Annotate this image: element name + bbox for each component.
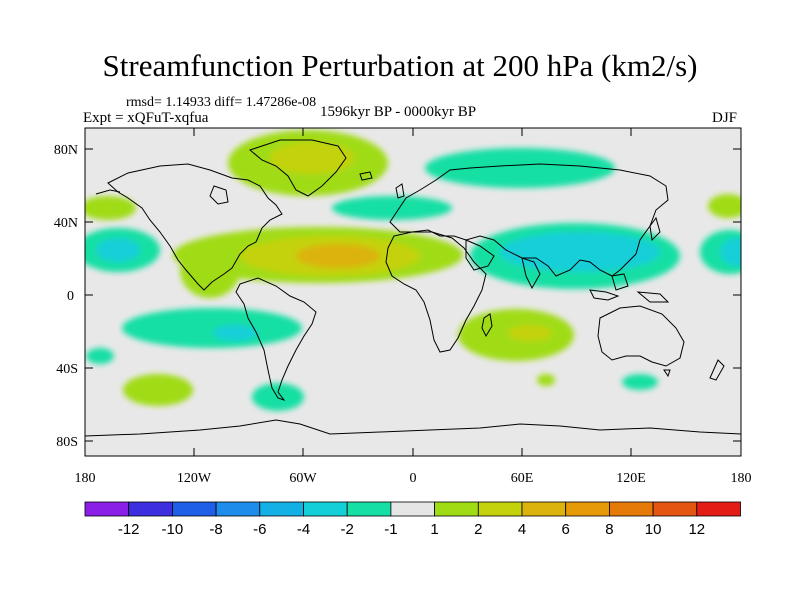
contour-teal-eurasia [425, 148, 615, 188]
coast-new-guinea [636, 291, 670, 303]
coastlines [85, 139, 741, 437]
contour-teal-south-indian [622, 374, 658, 390]
contour-teal-europe [332, 196, 452, 220]
lat-label-40n: 40N [54, 216, 78, 231]
coast-africa [385, 231, 487, 353]
coast-hudson-bay [209, 185, 229, 205]
lon-label-60e: 60E [511, 471, 534, 486]
colorbar-label: 4 [518, 521, 526, 538]
experiment-label: Expt = xQFuT-xqfua [83, 110, 209, 126]
coast-north-america [107, 163, 283, 291]
coast-greenland [248, 139, 347, 197]
contour-yellow-indian-ocean [508, 325, 552, 341]
colorbar-swatch [171, 501, 217, 517]
colorbar-label: 12 [688, 521, 705, 538]
colorbar-swatch [434, 501, 479, 517]
colorbar-label: 8 [605, 521, 613, 538]
lon-label-120w: 120W [177, 471, 212, 486]
colorbar-swatch [259, 501, 304, 517]
colorbar: -12 -10 -8 -6 -4 -2 -1 1 2 4 6 8 10 12 [84, 501, 741, 538]
lat-label-80n: 80N [54, 143, 78, 158]
colorbar-label: -6 [253, 521, 266, 538]
lon-labels: 180 120W 60W 0 60E 120E 180 [75, 471, 752, 486]
coast-india [521, 257, 541, 290]
plot-title: Streamfunction Perturbation at 200 hPa (… [102, 48, 698, 83]
contour-green-south-atlantic-small [537, 374, 555, 386]
lon-label-180w: 180 [75, 471, 96, 486]
coast-aleutians [95, 189, 121, 195]
coast-arabia [465, 239, 495, 271]
colorbar-swatch [521, 501, 567, 517]
contour-green-south-pacific-w [123, 374, 193, 406]
lon-axis [84, 128, 742, 456]
contour-cyan-south-pacific [213, 325, 257, 341]
colorbar-label: 6 [562, 521, 570, 538]
colorbar-swatch [84, 501, 130, 517]
lat-labels: 80N 40N 0 40S 80S [54, 143, 78, 450]
coast-antarctica [85, 419, 741, 437]
colorbar-swatch [128, 501, 173, 517]
period-label: 1596kyr BP - 0000kyr BP [320, 104, 477, 120]
lon-label-120e: 120E [616, 471, 646, 486]
coast-britain [395, 183, 405, 199]
colorbar-swatch [609, 501, 654, 517]
coast-australia [597, 305, 685, 367]
lat-axis [85, 148, 741, 442]
colorbar-swatch [303, 501, 348, 517]
coast-iceland [359, 171, 373, 181]
coast-new-zealand [709, 359, 725, 381]
contour-green-np-left [85, 196, 136, 220]
contour-green-mexico [180, 242, 240, 298]
contour-teal-drake [252, 383, 304, 411]
contour-cyan-eastpac [96, 238, 140, 262]
coast-south-america [235, 277, 317, 401]
coast-madagascar [481, 313, 493, 338]
colorbar-label: 1 [430, 521, 438, 538]
colorbar-swatch [565, 501, 610, 517]
lon-label-60w: 60W [289, 471, 317, 486]
colorbar-swatch [215, 501, 261, 517]
colorbar-label: -2 [341, 521, 354, 538]
lon-label-180e: 180 [731, 471, 752, 486]
contour-teal-s1 [86, 348, 114, 364]
colorbar-swatch [390, 501, 435, 517]
coast-indonesia-a [589, 289, 620, 301]
season-label: DJF [712, 110, 738, 126]
contour-yellow-greenland [270, 142, 354, 174]
contour-orange-atlantic [296, 244, 380, 268]
colorbar-label: 2 [474, 521, 482, 538]
coast-borneo [611, 273, 629, 291]
contour-cyan-asia [500, 232, 660, 272]
colorbar-label: -10 [162, 521, 184, 538]
lat-label-40s: 40S [56, 362, 78, 377]
colorbar-label: -1 [384, 521, 397, 538]
colorbar-swatch [477, 501, 523, 517]
colorbar-label: -12 [118, 521, 140, 538]
lon-label-0: 0 [410, 471, 417, 486]
coast-japan [649, 216, 661, 242]
colorbar-swatch [696, 501, 741, 517]
contour-teal-south-pacific [122, 308, 302, 348]
lat-label-80s: 80S [56, 435, 78, 450]
contour-cyan-westpac [720, 238, 741, 266]
stats-text: rmsd= 1.14933 diff= 1.47286e-08 [126, 95, 317, 110]
colorbar-swatch [346, 501, 392, 517]
colorbar-label: 10 [645, 521, 662, 538]
colorbar-swatch [652, 501, 698, 517]
lat-label-0: 0 [67, 289, 74, 304]
colorbar-label: -4 [297, 521, 310, 538]
contour-green-np-right [708, 194, 741, 218]
coast-eurasia [389, 163, 669, 277]
contour-fields [85, 130, 741, 411]
coast-tasmania [663, 369, 671, 378]
colorbar-label: -8 [209, 521, 222, 538]
